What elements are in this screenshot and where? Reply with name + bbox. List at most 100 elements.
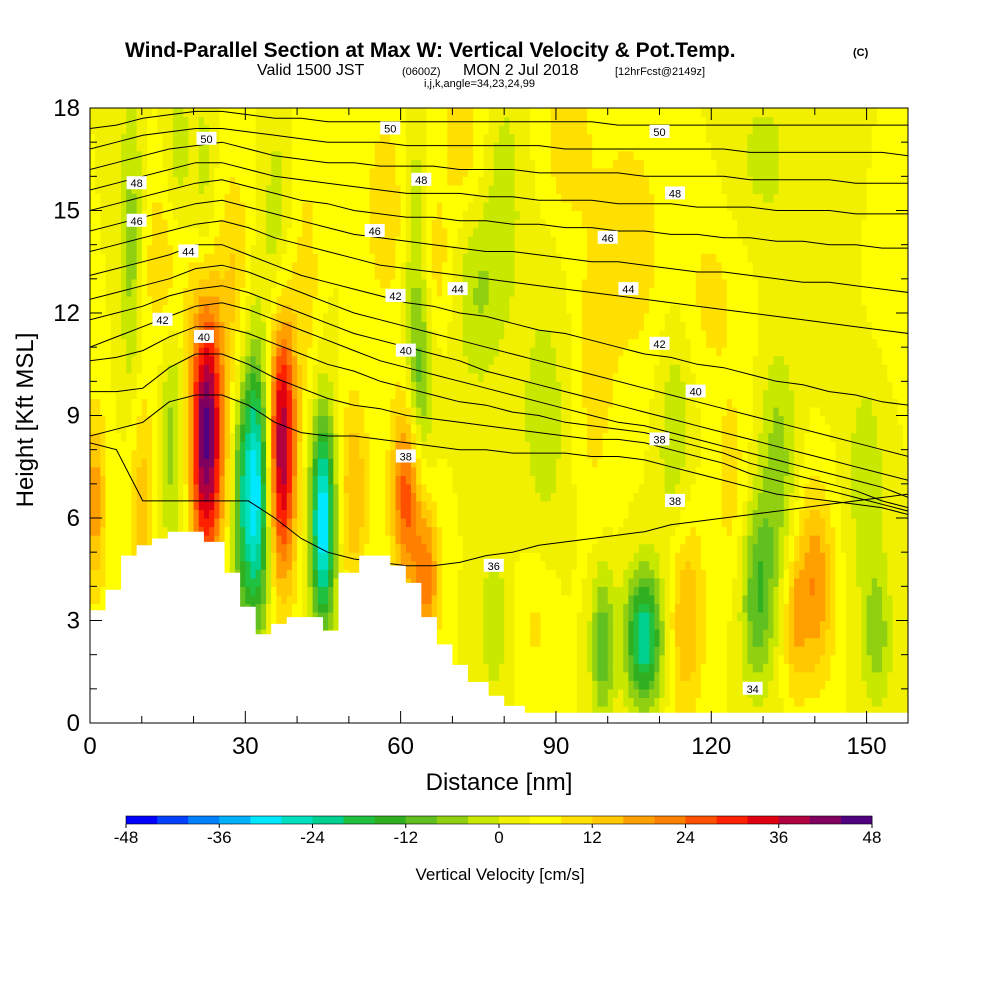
velocity-cell	[271, 449, 277, 459]
velocity-cell	[509, 688, 516, 698]
velocity-cell	[100, 543, 107, 553]
velocity-cell	[369, 509, 376, 519]
velocity-cell	[524, 526, 531, 536]
velocity-cell	[892, 611, 899, 622]
velocity-cell	[540, 620, 547, 630]
velocity-cell	[447, 577, 454, 587]
velocity-cell	[633, 518, 640, 528]
velocity-cell	[825, 620, 831, 630]
velocity-cell	[840, 646, 847, 656]
velocity-cell	[136, 500, 143, 511]
velocity-cell	[348, 560, 355, 570]
velocity-cell	[587, 697, 593, 707]
velocity-cell	[788, 680, 795, 690]
velocity-cell	[576, 483, 583, 493]
velocity-cell	[788, 603, 795, 613]
velocity-cell	[488, 611, 495, 622]
velocity-cell	[690, 577, 697, 587]
velocity-cell	[90, 569, 96, 579]
velocity-cell	[721, 466, 728, 476]
velocity-cell	[814, 611, 821, 622]
velocity-cell	[240, 577, 246, 587]
velocity-cell	[897, 569, 904, 579]
velocity-cell	[882, 637, 888, 647]
velocity-cell	[887, 680, 894, 690]
velocity-cell	[385, 518, 391, 528]
velocity-cell	[623, 586, 630, 596]
velocity-cell	[410, 483, 417, 493]
velocity-cell	[317, 586, 324, 596]
velocity-cell	[255, 458, 262, 468]
velocity-cell	[447, 552, 454, 562]
velocity-cell	[530, 688, 536, 698]
velocity-cell	[592, 526, 598, 536]
velocity-cell	[467, 654, 474, 664]
velocity-cell	[638, 509, 645, 519]
velocity-cell	[866, 586, 873, 596]
velocity-cell	[794, 594, 800, 605]
velocity-cell	[649, 458, 655, 468]
velocity-cell	[571, 560, 578, 570]
velocity-cell	[250, 466, 257, 476]
velocity-cell	[121, 518, 127, 528]
velocity-cell	[302, 552, 309, 562]
velocity-cell	[623, 697, 630, 707]
velocity-cell	[379, 466, 386, 476]
velocity-cell	[307, 500, 314, 511]
velocity-cell	[359, 509, 365, 519]
velocity-cell	[638, 518, 645, 528]
velocity-cell	[467, 475, 474, 485]
velocity-cell	[576, 543, 583, 553]
velocity-cell	[209, 475, 215, 485]
velocity-cell	[592, 620, 598, 630]
velocity-cell	[219, 509, 226, 519]
velocity-cell	[555, 646, 562, 656]
velocity-cell	[726, 458, 733, 468]
velocity-cell	[902, 629, 908, 639]
velocity-cell	[410, 492, 417, 502]
velocity-cell	[788, 509, 795, 519]
velocity-cell	[856, 569, 863, 579]
velocity-cell	[840, 611, 847, 622]
velocity-cell	[866, 594, 873, 605]
velocity-cell	[897, 560, 904, 570]
velocity-cell	[845, 500, 852, 511]
velocity-cell	[675, 526, 681, 536]
velocity-cell	[669, 594, 676, 605]
velocity-cell	[571, 654, 578, 664]
velocity-cell	[555, 577, 562, 587]
velocity-cell	[742, 697, 749, 707]
velocity-cell	[524, 620, 531, 630]
velocity-cell	[835, 586, 842, 596]
velocity-cell	[167, 466, 174, 476]
velocity-cell	[576, 526, 583, 536]
velocity-cell	[467, 500, 474, 511]
velocity-cell	[483, 458, 490, 468]
velocity-cell	[731, 535, 738, 545]
velocity-cell	[892, 569, 899, 579]
velocity-cell	[286, 569, 293, 579]
velocity-cell	[338, 535, 345, 545]
velocity-cell	[359, 492, 365, 502]
velocity-cell	[587, 603, 593, 613]
velocity-cell	[799, 594, 806, 605]
velocity-cell	[250, 577, 257, 587]
velocity-cell	[768, 620, 774, 630]
velocity-cell	[861, 577, 868, 587]
velocity-cell	[695, 552, 702, 562]
velocity-cell	[618, 586, 624, 596]
velocity-cell	[659, 594, 666, 605]
velocity-cell	[804, 552, 811, 562]
velocity-cell	[126, 492, 133, 502]
velocity-cell	[571, 594, 578, 605]
velocity-cell	[711, 663, 718, 673]
velocity-cell	[737, 492, 743, 502]
velocity-cell	[643, 543, 650, 553]
velocity-cell	[659, 671, 666, 681]
velocity-cell	[348, 475, 355, 485]
velocity-cell	[571, 629, 578, 639]
velocity-cell	[260, 475, 267, 485]
velocity-cell	[514, 637, 521, 647]
velocity-cell	[343, 509, 350, 519]
